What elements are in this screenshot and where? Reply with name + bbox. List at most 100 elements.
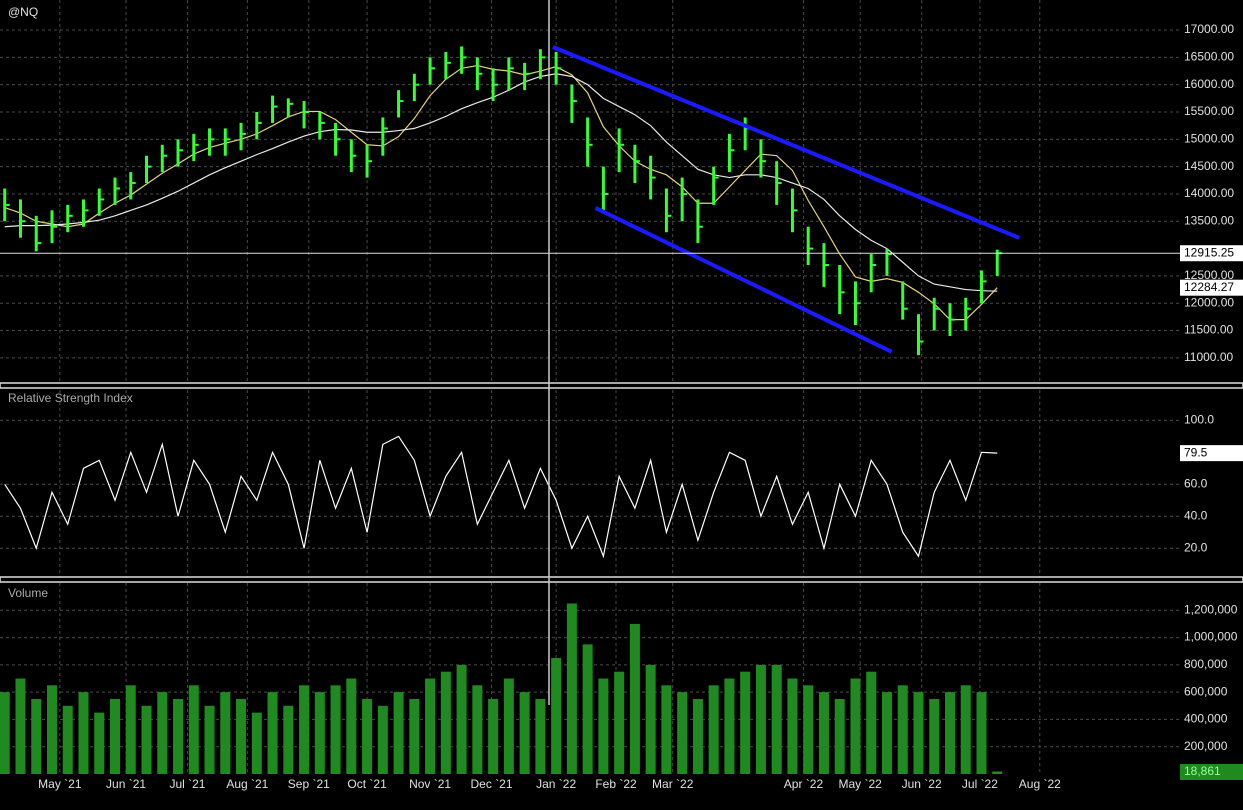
y-tick-label: 13500.00 <box>1184 213 1234 227</box>
volume-bar <box>62 705 73 774</box>
moving-average <box>4 64 998 321</box>
rsi-value-label: 79.5 <box>1184 445 1208 459</box>
y-tick-label: 14500.00 <box>1184 159 1234 173</box>
volume-bar <box>535 698 546 774</box>
volume-bar <box>992 771 1003 774</box>
volume-bar <box>125 685 136 774</box>
volume-bar <box>377 705 388 774</box>
volume-bar <box>346 678 357 774</box>
volume-bar <box>299 685 310 774</box>
y-tick-label: 16500.00 <box>1184 50 1234 64</box>
x-tick-label: Dec `21 <box>471 777 513 791</box>
volume-bar <box>188 685 199 774</box>
volume-bar <box>314 692 325 774</box>
x-tick-label: May `21 <box>38 777 82 791</box>
volume-bar <box>330 685 341 774</box>
ma-value-box <box>1180 279 1243 296</box>
volume-bar <box>582 644 593 774</box>
volume-bar <box>960 685 971 774</box>
volume-bar <box>251 712 262 774</box>
volume-bar <box>141 705 152 774</box>
volume-bar <box>46 685 57 774</box>
y-tick-label: 40.0 <box>1184 508 1208 522</box>
volume-bar <box>645 664 656 774</box>
volume-bar <box>724 678 735 774</box>
y-tick-label: 15500.00 <box>1184 104 1234 118</box>
volume-bar <box>740 671 751 774</box>
volume-bar <box>976 692 987 774</box>
volume-bar <box>944 692 955 774</box>
last-price-box <box>1180 245 1243 262</box>
volume-bar <box>283 705 294 774</box>
x-tick-label: Jul `21 <box>169 777 205 791</box>
volume-bar <box>31 698 42 774</box>
volume-bar <box>850 678 861 774</box>
volume-bar <box>803 685 814 774</box>
y-tick-label: 400,000 <box>1184 712 1228 726</box>
volume-bar <box>15 678 26 774</box>
x-tick-label: Jul `22 <box>962 777 998 791</box>
rsi-value-box <box>1180 445 1243 462</box>
volume-bar <box>440 671 451 774</box>
volume-bar <box>692 698 703 774</box>
y-tick-label: 200,000 <box>1184 739 1228 753</box>
volume-bar <box>598 678 609 774</box>
y-tick-label: 100.0 <box>1184 413 1214 427</box>
x-tick-label: Feb `22 <box>595 777 637 791</box>
panel-separator <box>0 576 1243 583</box>
volume-bar <box>677 692 688 774</box>
volume-bar <box>614 671 625 774</box>
ma-value-label: 12284.27 <box>1184 280 1234 294</box>
volume-bar <box>236 698 247 774</box>
volume-bar <box>755 664 766 774</box>
x-tick-label: Mar `22 <box>652 777 694 791</box>
volume-bar <box>566 603 577 774</box>
y-tick-label: 12500.00 <box>1184 268 1234 282</box>
x-tick-label: Sep `21 <box>288 777 330 791</box>
y-tick-label: 20.0 <box>1184 540 1208 554</box>
volume-bar <box>362 698 373 774</box>
x-tick-label: Apr `22 <box>784 777 824 791</box>
x-tick-label: Aug `22 <box>1019 777 1061 791</box>
x-tick-label: Jan `22 <box>536 777 576 791</box>
volume-bar <box>897 685 908 774</box>
volume-bar <box>519 692 530 774</box>
volume-value-box <box>1180 764 1243 780</box>
volume-bar <box>629 623 640 774</box>
volume-bar <box>913 692 924 774</box>
volume-bar <box>661 685 672 774</box>
volume-bar <box>220 692 231 774</box>
moving-average <box>4 73 998 292</box>
volume-bar <box>551 658 562 774</box>
volume-bar <box>173 698 184 774</box>
x-tick-label: Jun `22 <box>902 777 942 791</box>
volume-bar <box>267 692 278 774</box>
panel-separator <box>0 382 1243 389</box>
volume-value-label: 18,861 <box>1184 764 1221 778</box>
volume-bar <box>204 705 215 774</box>
volume-bar <box>157 692 168 774</box>
volume-bar <box>818 692 829 774</box>
volume-bar <box>456 664 467 774</box>
volume-bar <box>929 698 940 774</box>
volume-bar <box>881 692 892 774</box>
volume-bar <box>866 671 877 774</box>
y-tick-label: 600,000 <box>1184 684 1228 698</box>
y-tick-label: 11000.00 <box>1184 350 1233 364</box>
trendline <box>594 206 893 354</box>
panel-title: Volume <box>8 586 48 600</box>
y-tick-label: 1,200,000 <box>1184 602 1238 616</box>
trendline <box>552 45 1021 240</box>
x-tick-label: Nov `21 <box>409 777 451 791</box>
panel-title: @NQ <box>8 5 38 19</box>
last-price-label: 12915.25 <box>1184 245 1234 259</box>
x-tick-label: Jun `21 <box>106 777 146 791</box>
rsi-line <box>4 435 998 559</box>
y-tick-label: 800,000 <box>1184 657 1228 671</box>
x-tick-label: May `22 <box>839 777 883 791</box>
volume-bar <box>94 712 105 774</box>
volume-bar <box>787 678 798 774</box>
volume-bar <box>708 685 719 774</box>
volume-bar <box>472 685 483 774</box>
y-tick-label: 1,000,000 <box>1184 630 1238 644</box>
